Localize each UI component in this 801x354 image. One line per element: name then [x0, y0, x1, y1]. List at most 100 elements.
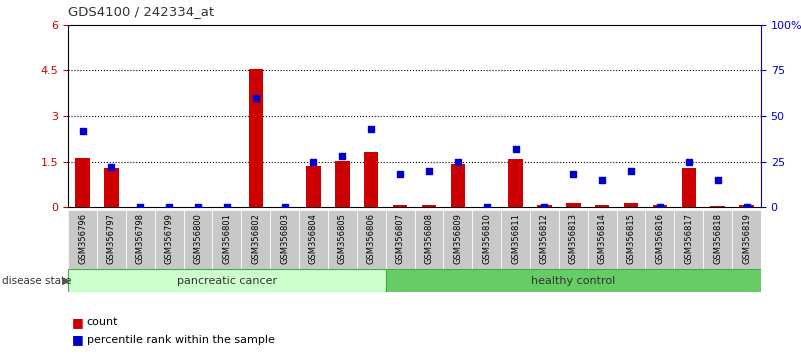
- Point: [538, 204, 551, 210]
- Text: GSM356808: GSM356808: [425, 213, 433, 264]
- Text: GSM356809: GSM356809: [453, 213, 462, 264]
- Point: [278, 204, 291, 210]
- Bar: [530, 210, 559, 269]
- Text: GSM356811: GSM356811: [511, 213, 520, 264]
- Text: GSM356807: GSM356807: [396, 213, 405, 264]
- Point: [682, 159, 695, 164]
- Text: GSM356797: GSM356797: [107, 213, 116, 264]
- Bar: [356, 210, 385, 269]
- Bar: [270, 210, 299, 269]
- Text: GSM356802: GSM356802: [252, 213, 260, 264]
- Text: ▶: ▶: [62, 276, 70, 286]
- Bar: [509, 159, 523, 207]
- Point: [509, 146, 522, 152]
- Text: GSM356804: GSM356804: [309, 213, 318, 264]
- Bar: [617, 210, 646, 269]
- Bar: [595, 205, 610, 207]
- Bar: [710, 206, 725, 207]
- Bar: [674, 210, 703, 269]
- Bar: [703, 210, 732, 269]
- Bar: [212, 210, 241, 269]
- Point: [481, 204, 493, 210]
- Point: [76, 128, 89, 133]
- Bar: [68, 269, 385, 292]
- Point: [567, 171, 580, 177]
- Bar: [501, 210, 530, 269]
- Text: GDS4100 / 242334_at: GDS4100 / 242334_at: [68, 5, 214, 18]
- Bar: [241, 210, 270, 269]
- Point: [249, 95, 262, 101]
- Point: [596, 177, 609, 183]
- Bar: [75, 158, 90, 207]
- Bar: [183, 210, 212, 269]
- Text: GSM356803: GSM356803: [280, 213, 289, 264]
- Bar: [248, 69, 263, 207]
- Text: GSM356796: GSM356796: [78, 213, 87, 264]
- Text: percentile rank within the sample: percentile rank within the sample: [87, 335, 275, 345]
- Bar: [444, 210, 473, 269]
- Bar: [653, 205, 667, 207]
- Point: [336, 153, 348, 159]
- Bar: [537, 205, 552, 207]
- Bar: [392, 205, 407, 207]
- Bar: [682, 168, 696, 207]
- Bar: [306, 166, 320, 207]
- Text: GSM356815: GSM356815: [626, 213, 635, 264]
- Bar: [588, 210, 617, 269]
- Bar: [732, 210, 761, 269]
- Point: [452, 159, 465, 164]
- Bar: [739, 205, 754, 207]
- Bar: [97, 210, 126, 269]
- Point: [393, 171, 406, 177]
- Point: [307, 159, 320, 164]
- Bar: [415, 210, 444, 269]
- Text: GSM356812: GSM356812: [540, 213, 549, 264]
- Text: ■: ■: [72, 316, 84, 329]
- Bar: [473, 210, 501, 269]
- Point: [105, 164, 118, 170]
- Point: [625, 168, 638, 173]
- Text: pancreatic cancer: pancreatic cancer: [177, 275, 277, 286]
- Bar: [155, 210, 183, 269]
- Bar: [364, 152, 378, 207]
- Text: GSM356817: GSM356817: [684, 213, 694, 264]
- Text: GSM356799: GSM356799: [165, 213, 174, 264]
- Bar: [104, 168, 119, 207]
- Bar: [385, 269, 761, 292]
- Point: [740, 204, 753, 210]
- Text: GSM356806: GSM356806: [367, 213, 376, 264]
- Text: healthy control: healthy control: [531, 275, 615, 286]
- Text: GSM356801: GSM356801: [223, 213, 231, 264]
- Point: [220, 204, 233, 210]
- Point: [423, 168, 436, 173]
- Text: disease state: disease state: [2, 276, 71, 286]
- Text: GSM356819: GSM356819: [742, 213, 751, 264]
- Bar: [624, 202, 638, 207]
- Bar: [68, 210, 97, 269]
- Point: [654, 204, 666, 210]
- Bar: [126, 210, 155, 269]
- Bar: [559, 210, 588, 269]
- Bar: [299, 210, 328, 269]
- Text: ■: ■: [72, 333, 84, 346]
- Point: [163, 204, 175, 210]
- Text: GSM356810: GSM356810: [482, 213, 491, 264]
- Text: count: count: [87, 317, 118, 327]
- Bar: [335, 161, 349, 207]
- Point: [191, 204, 204, 210]
- Point: [134, 204, 147, 210]
- Text: GSM356818: GSM356818: [713, 213, 723, 264]
- Bar: [451, 164, 465, 207]
- Bar: [646, 210, 674, 269]
- Bar: [328, 210, 356, 269]
- Text: GSM356813: GSM356813: [569, 213, 578, 264]
- Text: GSM356805: GSM356805: [338, 213, 347, 264]
- Bar: [422, 205, 437, 207]
- Point: [711, 177, 724, 183]
- Bar: [566, 202, 581, 207]
- Point: [364, 126, 377, 132]
- Bar: [385, 210, 415, 269]
- Text: GSM356814: GSM356814: [598, 213, 606, 264]
- Text: GSM356800: GSM356800: [194, 213, 203, 264]
- Text: GSM356816: GSM356816: [655, 213, 664, 264]
